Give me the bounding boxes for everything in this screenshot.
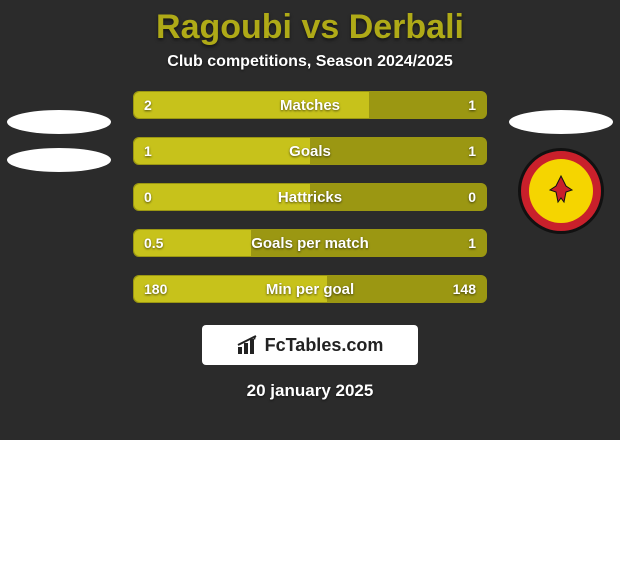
bar-value-right: 0 — [468, 189, 476, 205]
eagle-icon — [542, 172, 580, 210]
stats-bars: 2 1 Matches 1 1 Goals 0 0 Hattricks 0.5 1 Goals per… — [133, 91, 487, 303]
footer-date: 20 january 2025 — [0, 381, 620, 401]
right-team-badges — [506, 110, 616, 234]
bar-label: Goals — [289, 143, 331, 160]
bar-label: Hattricks — [278, 189, 342, 206]
bar-value-right: 1 — [468, 97, 476, 113]
right-club-logo-1 — [509, 110, 613, 134]
bar-value-right: 1 — [468, 235, 476, 251]
bar-value-right: 1 — [468, 143, 476, 159]
stat-bar: 1 1 Goals — [133, 137, 487, 165]
stat-bar: 2 1 Matches — [133, 91, 487, 119]
bar-value-left: 0 — [144, 189, 152, 205]
left-club-logo-1 — [7, 110, 111, 134]
stat-bar: 0 0 Hattricks — [133, 183, 487, 211]
bar-label: Matches — [280, 97, 340, 114]
left-team-badges — [4, 110, 114, 172]
stat-bar: 0.5 1 Goals per match — [133, 229, 487, 257]
bars-icon — [237, 335, 259, 355]
comparison-card: Ragoubi vs Derbali Club competitions, Se… — [0, 0, 620, 440]
bar-value-left: 2 — [144, 97, 152, 113]
page-title: Ragoubi vs Derbali — [0, 8, 620, 47]
bar-fill-left — [134, 138, 310, 164]
left-club-logo-2 — [7, 148, 111, 172]
right-club-crest — [518, 148, 604, 234]
bar-value-left: 1 — [144, 143, 152, 159]
brand-text: FcTables.com — [265, 335, 384, 356]
crest-emblem — [529, 159, 593, 223]
bar-value-left: 0.5 — [144, 235, 163, 251]
bar-label: Goals per match — [251, 235, 369, 252]
bar-label: Min per goal — [266, 281, 354, 298]
brand-badge[interactable]: FcTables.com — [202, 325, 418, 365]
bar-value-right: 148 — [453, 281, 476, 297]
bar-value-left: 180 — [144, 281, 167, 297]
stat-bar: 180 148 Min per goal — [133, 275, 487, 303]
page-subtitle: Club competitions, Season 2024/2025 — [0, 53, 620, 71]
